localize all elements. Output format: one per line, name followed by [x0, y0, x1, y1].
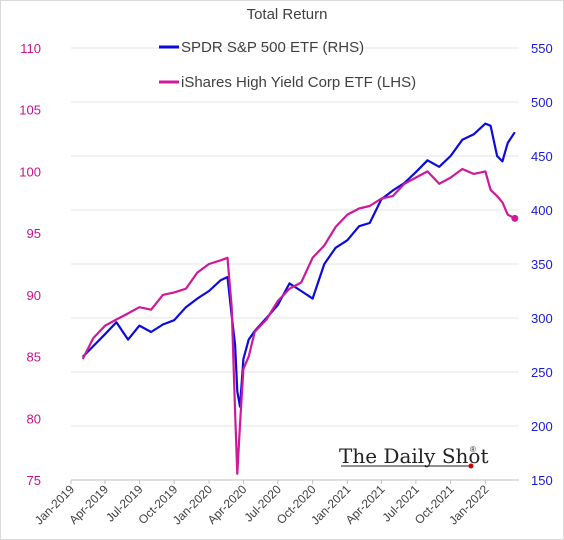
right-tick-label: 350 — [531, 257, 553, 272]
left-tick-label: 75 — [27, 473, 41, 488]
left-tick-label: 110 — [20, 41, 41, 56]
right-axis-ticks: 150 200 250 300 350 400 450 500 550 — [531, 41, 553, 488]
left-tick-label: 95 — [27, 226, 41, 241]
left-axis-ticks: 75 80 85 90 95 100 105 110 — [19, 41, 41, 488]
right-tick-label: 250 — [531, 365, 553, 380]
left-tick-label: 80 — [27, 411, 41, 426]
series-lines — [81, 122, 519, 475]
right-tick-label: 300 — [531, 311, 553, 326]
legend: SPDR S&P 500 ETF (RHS) iShares High Yiel… — [159, 39, 416, 91]
right-tick-label: 400 — [531, 203, 553, 218]
right-tick-label: 500 — [531, 95, 553, 110]
legend-label-spy: SPDR S&P 500 ETF (RHS) — [181, 39, 364, 56]
right-tick-label: 550 — [531, 41, 553, 56]
left-tick-label: 85 — [27, 350, 41, 365]
series-line-hyg — [81, 167, 516, 475]
x-axis-ticks: Jan-2019Apr-2019Jul-2019Oct-2019Jan-2020… — [32, 480, 492, 528]
gridlines — [71, 47, 519, 427]
left-tick-label: 90 — [27, 288, 41, 303]
watermark: The Daily Shot ® — [339, 444, 488, 469]
chart-title: Total Return — [247, 6, 328, 23]
right-tick-label: 200 — [531, 419, 553, 434]
right-tick-label: 450 — [531, 149, 553, 164]
legend-label-hyg: iShares High Yield Corp ETF (LHS) — [181, 74, 416, 91]
watermark-text: The Daily Shot — [339, 444, 488, 468]
series-line-spy — [81, 122, 516, 408]
left-tick-label: 100 — [19, 164, 41, 179]
watermark-registered: ® — [470, 445, 476, 454]
watermark-dot — [468, 463, 474, 469]
right-tick-label: 150 — [531, 473, 553, 488]
left-tick-label: 105 — [19, 103, 41, 118]
series-endpoint-hyg — [511, 214, 519, 222]
